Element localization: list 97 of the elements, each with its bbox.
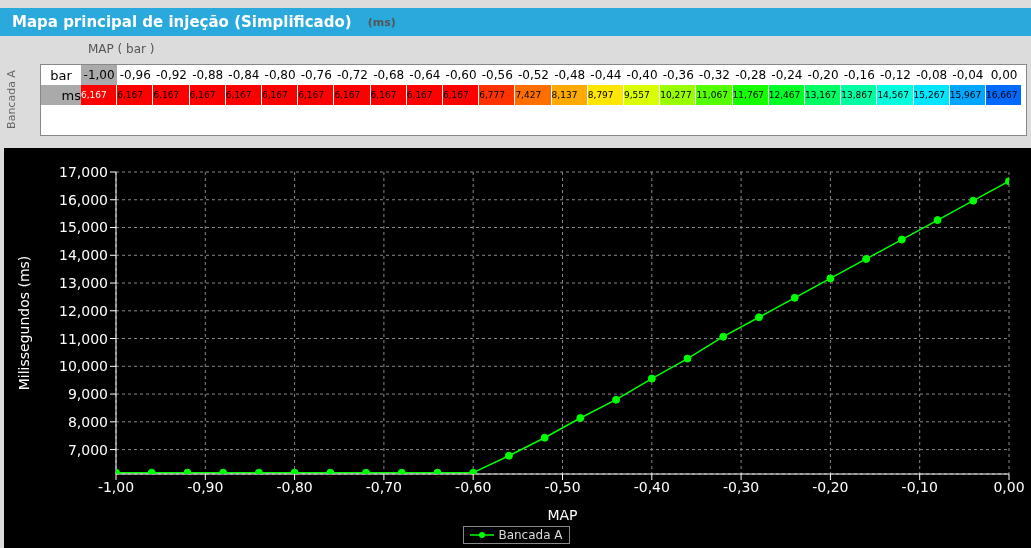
- text: 13,867: [841, 85, 877, 105]
- point: [969, 196, 978, 205]
- text: -0,64: [406, 65, 443, 85]
- text: -0,48: [551, 65, 588, 85]
- text: -0,92: [153, 65, 190, 85]
- y-tick-label: 11,000: [59, 330, 108, 347]
- x-tick-label: 0,00: [993, 478, 1025, 495]
- text: 15,267: [913, 85, 949, 105]
- y-tick-label: 9,000: [67, 386, 108, 403]
- text: -0,60: [443, 65, 480, 85]
- text: 7,427: [515, 85, 551, 105]
- text: 6,167: [298, 85, 334, 105]
- text: Bancada A: [4, 69, 18, 129]
- text: -0,28: [732, 65, 769, 85]
- text: -0,24: [768, 65, 805, 85]
- text: 6,167: [81, 85, 117, 105]
- text: 6,167: [443, 85, 479, 105]
- point: [647, 374, 656, 383]
- text: -0,56: [479, 65, 516, 85]
- text: -0,20: [805, 65, 842, 85]
- x-tick-label: -0,10: [901, 478, 938, 495]
- y-tick-label: 10,000: [59, 358, 108, 375]
- point: [790, 293, 799, 302]
- text: -0,04: [949, 65, 986, 85]
- point: [540, 433, 549, 442]
- y-tick-label: 12,000: [59, 302, 108, 319]
- x-tick-label: -0,90: [187, 478, 224, 495]
- x-tick-label: -0,20: [812, 478, 849, 495]
- text: 13,167: [805, 85, 841, 105]
- text: -0,44: [587, 65, 624, 85]
- point: [826, 274, 835, 283]
- text: 12,467: [768, 85, 804, 105]
- y-tick-label: 15,000: [59, 219, 108, 236]
- y-tick-label: 16,000: [59, 191, 108, 208]
- text: 6,167: [153, 85, 189, 105]
- text: 6,167: [117, 85, 153, 105]
- legend-label: Bancada A: [497, 528, 563, 542]
- text: -0,72: [334, 65, 371, 85]
- text: MAP ( bar ): [88, 42, 155, 56]
- text: -0,88: [189, 65, 226, 85]
- text: -0,84: [225, 65, 262, 85]
- text: -0,12: [877, 65, 914, 85]
- text: 8,797: [587, 85, 623, 105]
- text: -1,00: [81, 65, 118, 85]
- y-tick-label: 17,000: [59, 163, 108, 180]
- text: 6,167: [262, 85, 298, 105]
- text: -0,76: [298, 65, 335, 85]
- text: 11,767: [732, 85, 768, 105]
- text: ms: [41, 85, 81, 105]
- text: 6,777: [479, 85, 515, 105]
- text: 14,567: [877, 85, 913, 105]
- text: 6,167: [334, 85, 370, 105]
- text: 10,277: [660, 85, 696, 105]
- text: 15,967: [949, 85, 985, 105]
- y-tick-label: 13,000: [59, 275, 108, 291]
- text: -0,80: [262, 65, 299, 85]
- text: 11,067: [696, 85, 732, 105]
- x-tick-label: -0,40: [633, 478, 670, 495]
- text: 6,167: [370, 85, 406, 105]
- x-tick-label: -0,80: [276, 478, 313, 495]
- point: [683, 354, 692, 363]
- chart-subtitle: (ms): [367, 15, 396, 29]
- text: 6,167: [406, 85, 442, 105]
- text: -0,52: [515, 65, 552, 85]
- text: -0,32: [696, 65, 733, 85]
- point: [862, 254, 871, 263]
- text: bar: [49, 66, 73, 85]
- x-tick-label: -0,70: [365, 478, 403, 495]
- point: [504, 451, 513, 460]
- y-tick-label: 14,000: [59, 247, 108, 264]
- y-tick-label: 8,000: [67, 413, 108, 430]
- x-axis-title: MAP: [547, 507, 578, 523]
- x-tick-label: -0,60: [455, 478, 492, 495]
- point: [612, 395, 621, 404]
- point: [754, 313, 763, 322]
- text: 6,167: [189, 85, 225, 105]
- text: -0,36: [660, 65, 697, 85]
- point: [897, 235, 906, 244]
- text: 9,557: [624, 85, 660, 105]
- x-tick-label: -0,50: [544, 478, 581, 495]
- point: [933, 216, 942, 225]
- text: 0,00: [986, 65, 1023, 85]
- x-tick-label: -1,00: [97, 478, 135, 495]
- x-tick-label: -0,30: [722, 478, 760, 495]
- text: -0,68: [370, 65, 407, 85]
- point: [576, 414, 585, 423]
- text: -0,96: [117, 65, 154, 85]
- y-axis-title: Milissegundos (ms): [15, 255, 32, 391]
- text: -0,16: [841, 65, 878, 85]
- point: [719, 332, 728, 341]
- chart-title: Mapa principal de injeção (Simplificado): [12, 13, 352, 31]
- text: 6,167: [225, 85, 261, 105]
- text: -0,40: [624, 65, 661, 85]
- text: 16,667: [986, 85, 1022, 105]
- y-tick-label: 7,000: [67, 441, 108, 458]
- text: 8,137: [551, 85, 587, 105]
- text: -0,08: [913, 65, 950, 85]
